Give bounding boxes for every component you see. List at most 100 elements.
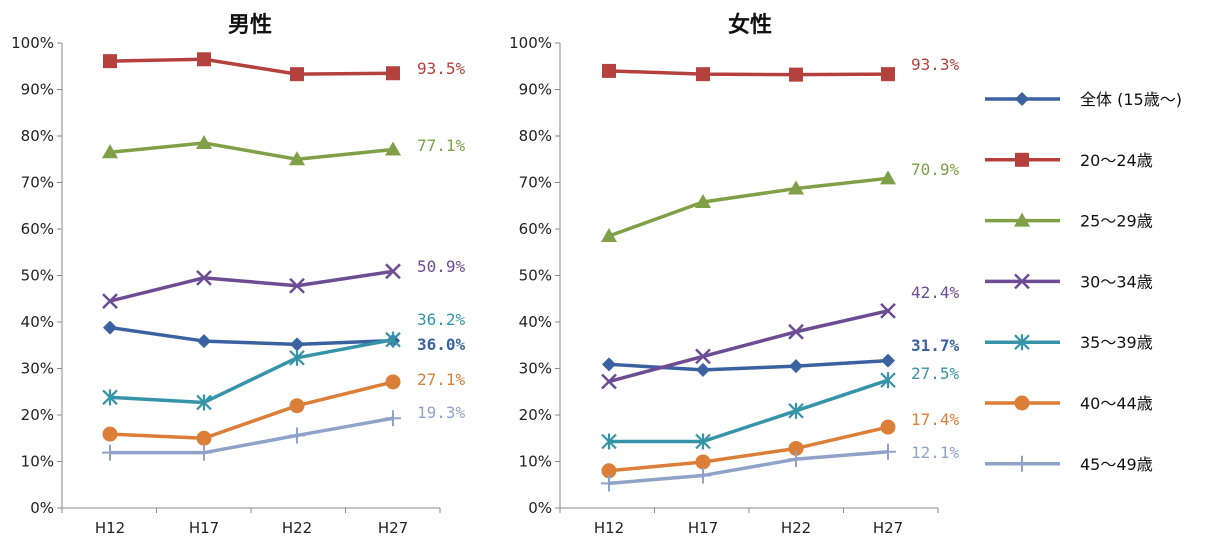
series-line: [109, 337, 394, 405]
legend-label: 40～44歳: [1080, 394, 1153, 413]
legend-marker: [1014, 455, 1030, 472]
y-tick-label: 10%: [21, 453, 54, 471]
chart-title: 女性: [728, 12, 772, 38]
series-3: 50.9%: [102, 257, 466, 309]
data-label: 31.7%: [911, 336, 960, 355]
legend-item: 20～24歳: [985, 151, 1153, 170]
series-line: [109, 141, 394, 161]
series-1: 93.5%: [103, 52, 466, 82]
legend-item: 45～49歳: [985, 455, 1153, 474]
legend-marker: [1015, 152, 1029, 167]
legend-item: 25～29歳: [985, 212, 1153, 231]
x-tick-label: H12: [594, 519, 624, 537]
data-label: 36.2%: [417, 310, 466, 329]
data-point-marker: [788, 402, 804, 419]
y-tick-label: 100%: [11, 34, 54, 52]
chart-title: 男性: [228, 13, 272, 38]
data-label: 27.1%: [417, 370, 466, 389]
data-point-marker: [196, 444, 212, 461]
data-point-marker: [880, 443, 896, 460]
data-point-marker: [197, 334, 211, 349]
data-point-marker: [602, 357, 616, 372]
x-tick-label: H27: [378, 519, 408, 537]
legend-marker: [1014, 395, 1030, 411]
series-line: [609, 378, 889, 444]
series-5: 27.1%: [102, 370, 466, 446]
legend-marker: [1014, 212, 1030, 227]
y-tick-label: 90%: [21, 81, 54, 99]
data-label: 77.1%: [417, 136, 466, 155]
x-tick-label: H12: [95, 519, 125, 537]
data-point-marker: [788, 323, 804, 340]
series-0: 36.0%: [103, 320, 466, 354]
legend-label: 30～34歳: [1080, 272, 1153, 291]
series-2: 77.1%: [102, 134, 466, 166]
data-point-marker: [385, 374, 401, 390]
legend-item: 40～44歳: [985, 394, 1153, 413]
series-line: [109, 325, 394, 347]
y-tick-label: 60%: [21, 220, 54, 238]
data-point-marker: [102, 389, 118, 406]
y-tick-label: 0%: [30, 499, 54, 517]
data-point-marker: [102, 144, 118, 159]
series-4: 27.5%: [601, 364, 960, 450]
data-point-marker: [197, 52, 211, 67]
data-point-marker: [695, 433, 711, 450]
data-point-marker: [102, 444, 118, 461]
y-tick-label: 40%: [21, 313, 54, 331]
male-chart-panel: 男性 0% 10% 20% 30% 40% 50% 60% 70% 80% 90% 100% H12 H1…: [11, 13, 465, 537]
series-5: 17.4%: [601, 410, 960, 479]
y-tick-label: 30%: [21, 360, 54, 378]
series-6: 19.3%: [102, 403, 466, 461]
x-tick-label: H17: [688, 519, 718, 537]
series-line: [110, 416, 394, 455]
legend-label: 45～49歳: [1080, 455, 1153, 474]
data-point-marker: [789, 359, 803, 374]
legend-label: 25～29歳: [1080, 212, 1153, 231]
data-label: 17.4%: [911, 410, 960, 429]
x-tick-label: H22: [781, 519, 811, 537]
series-line: [608, 309, 889, 384]
data-point-marker: [880, 170, 896, 185]
legend-item: 35～39歳: [985, 333, 1153, 352]
legend-label: 20～24歳: [1080, 151, 1153, 170]
data-point-marker: [385, 410, 401, 427]
data-point-marker: [601, 433, 617, 450]
series-1: 93.3%: [602, 55, 960, 82]
data-point-marker: [385, 141, 401, 156]
legend-item: 全体 (15歳～): [985, 90, 1182, 109]
data-point-marker: [788, 451, 804, 468]
x-tick-label: H22: [282, 519, 312, 537]
data-point-marker: [695, 194, 711, 209]
legend: 全体 (15歳～) 20～24歳 25～29歳 30～34歳 35～39歳 40～44歳 4…: [985, 90, 1182, 474]
data-point-marker: [880, 372, 896, 389]
y-tick-label: 20%: [21, 406, 54, 424]
y-tick-label: 30%: [519, 360, 552, 378]
y-tick-label: 80%: [21, 127, 54, 145]
data-point-marker: [289, 277, 305, 294]
series-line: [608, 358, 889, 372]
legend-label: 35～39歳: [1080, 333, 1153, 352]
data-point-marker: [386, 66, 400, 81]
data-point-marker: [289, 398, 305, 414]
series-3: 42.4%: [601, 283, 960, 390]
y-tick-label: 100%: [509, 34, 552, 52]
data-point-marker: [880, 302, 896, 319]
data-point-marker: [385, 263, 401, 280]
data-point-marker: [289, 151, 305, 166]
data-label: 93.5%: [417, 59, 466, 78]
y-tick-label: 50%: [21, 267, 54, 285]
data-point-marker: [695, 348, 711, 365]
data-point-marker: [696, 67, 710, 82]
data-point-marker: [788, 440, 804, 456]
data-label: 19.3%: [417, 403, 466, 422]
y-tick-label: 50%: [519, 267, 552, 285]
data-point-marker: [196, 394, 212, 411]
y-tick-label: 90%: [519, 81, 552, 99]
data-point-marker: [880, 419, 896, 435]
data-point-marker: [289, 427, 305, 444]
data-point-marker: [788, 180, 804, 195]
data-point-marker: [601, 463, 617, 479]
x-tick-label: H17: [189, 519, 219, 537]
